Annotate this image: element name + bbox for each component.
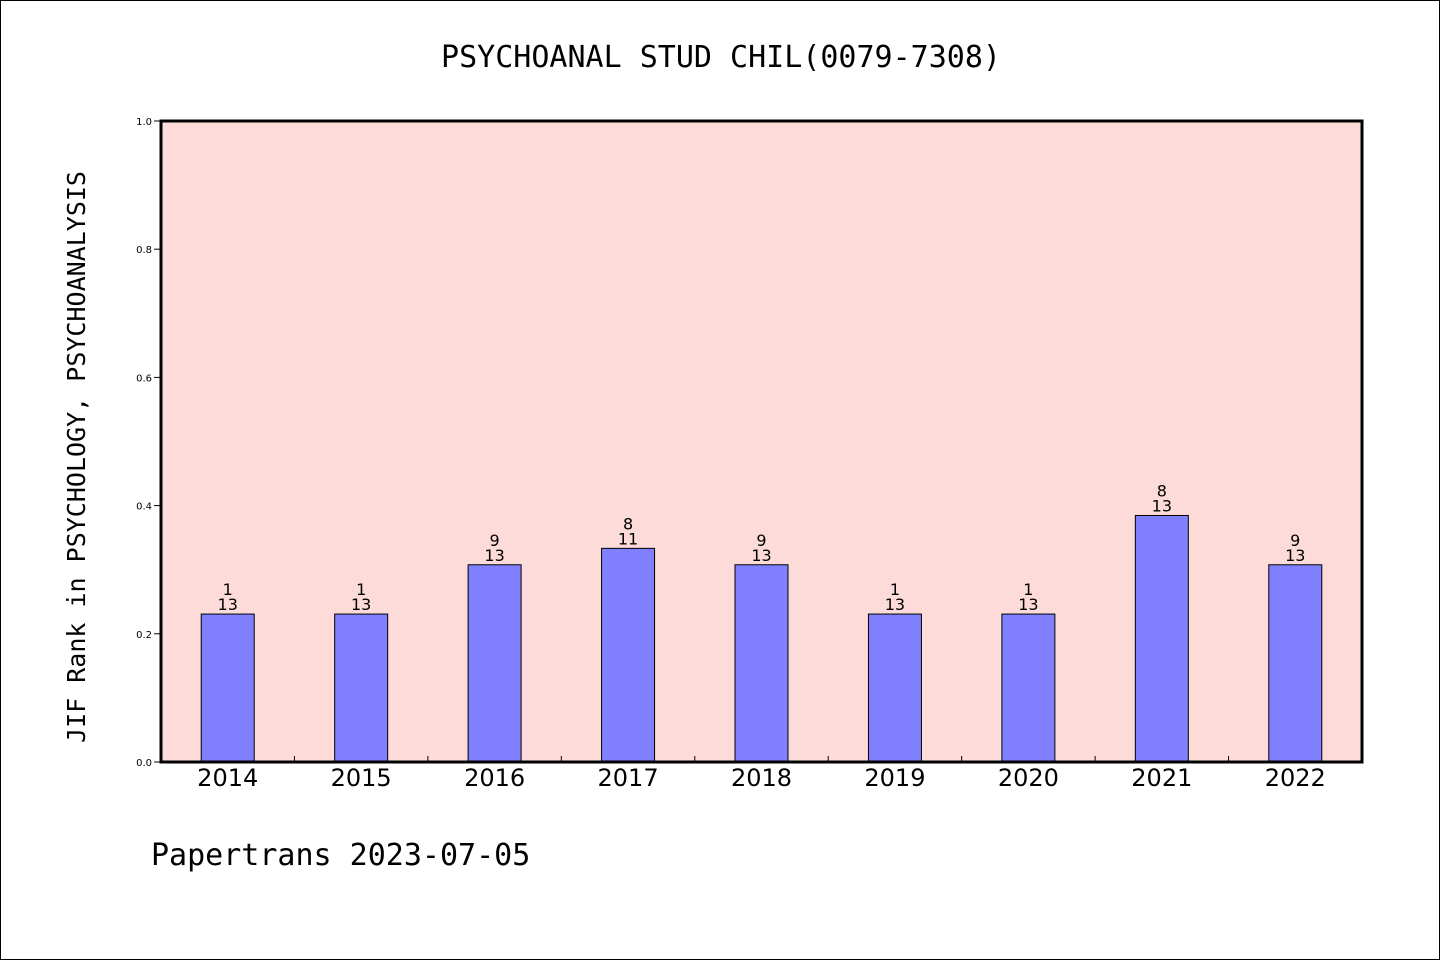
x-tick-label-2016: 2016 — [464, 764, 525, 792]
bar-2016 — [467, 564, 522, 763]
y-tick-label: 0.6 — [136, 373, 152, 384]
data-label-rank-2020: 1 — [1023, 580, 1033, 599]
data-label-total-2015: 13 — [351, 595, 371, 614]
bar-2014 — [200, 613, 255, 763]
data-label-rank-2022: 9 — [1290, 531, 1300, 550]
bar-2017 — [601, 547, 656, 763]
data-label-total-2017: 11 — [618, 529, 638, 548]
data-label-rank-2017: 8 — [623, 514, 633, 533]
y-tick-label: 0.8 — [136, 245, 152, 256]
bar-2018 — [734, 564, 789, 763]
data-label-rank-2021: 8 — [1157, 481, 1167, 500]
x-tick-label-2018: 2018 — [731, 764, 792, 792]
data-label-rank-2019: 1 — [890, 580, 900, 599]
bar-2022 — [1268, 564, 1323, 763]
bar-2020 — [1001, 613, 1056, 763]
x-tick-label-2019: 2019 — [864, 764, 925, 792]
data-label-rank-2016: 9 — [490, 531, 500, 550]
data-label-total-2020: 13 — [1018, 595, 1038, 614]
x-tick-label-2020: 2020 — [998, 764, 1059, 792]
data-label-total-2022: 13 — [1285, 546, 1305, 565]
bar-2019 — [867, 613, 922, 763]
x-tick-label-2022: 2022 — [1265, 764, 1326, 792]
y-tick-label: 0.2 — [136, 630, 152, 641]
bar-2015 — [334, 613, 389, 763]
axis-ticks-group: 2014 2015 2016 2017 2018 2019 2020 2021 2022 0.0 0… — [136, 117, 1326, 792]
y-tick-label: 1.0 — [136, 117, 152, 128]
data-label-total-2018: 13 — [751, 546, 771, 565]
data-label-total-2019: 13 — [885, 595, 905, 614]
x-tick-label-2021: 2021 — [1131, 764, 1192, 792]
data-label-rank-2018: 9 — [756, 531, 766, 550]
x-tick-label-2014: 2014 — [197, 764, 258, 792]
data-label-rank-2015: 1 — [356, 580, 366, 599]
data-label-total-2014: 13 — [218, 595, 238, 614]
data-label-total-2021: 13 — [1152, 496, 1172, 515]
plot-border — [159, 119, 1364, 764]
chart-title: PSYCHOANAL STUD CHIL(0079-7308) — [441, 40, 1001, 75]
x-tick-label-2017: 2017 — [598, 764, 659, 792]
x-tick-label-2015: 2015 — [331, 764, 392, 792]
footer-credit: Papertrans 2023-07-05 — [151, 838, 530, 873]
data-label-total-2016: 13 — [484, 546, 504, 565]
y-tick-label: 0.0 — [136, 758, 152, 769]
y-axis-label: JIF Rank in PSYCHOLOGY, PSYCHOANALYSIS — [62, 171, 91, 743]
data-label-rank-2014: 1 — [223, 580, 233, 599]
y-tick-label: 0.4 — [136, 502, 152, 513]
bar-2021 — [1134, 514, 1189, 763]
